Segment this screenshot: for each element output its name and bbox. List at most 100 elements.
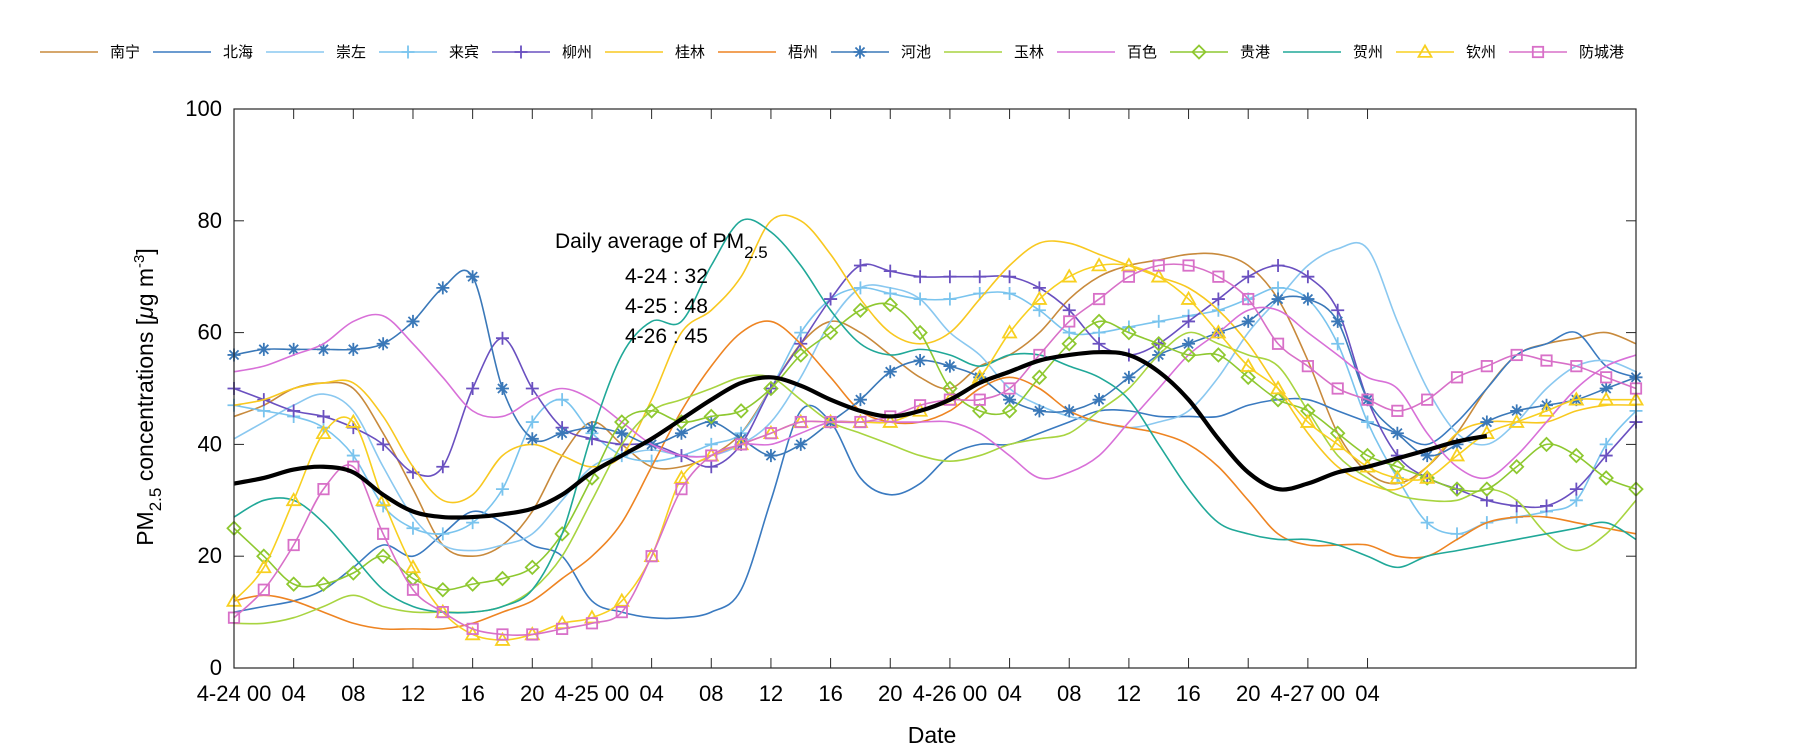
series-5-group	[233, 214, 1637, 504]
x-tick-label-15: 12	[1117, 681, 1141, 706]
plot-frame	[233, 108, 1637, 669]
x-tick-label-7: 04	[639, 681, 663, 706]
series-12-point-43	[1508, 413, 1525, 428]
series-7-point-12	[585, 421, 599, 435]
series-13-point-29	[1092, 292, 1106, 306]
series-10-point-36	[1300, 403, 1316, 419]
series-7-point-46	[1599, 382, 1613, 395]
series-10-point-38	[1359, 447, 1376, 464]
series-10-point-46	[1598, 470, 1614, 486]
x-axis-title: Date	[908, 722, 957, 748]
legend-item-1: 北海	[153, 43, 253, 61]
series-7-point-2	[287, 342, 301, 356]
series-12-point-28	[1061, 268, 1078, 283]
series-12-point-32	[1180, 290, 1197, 305]
series-4-point-29	[1092, 337, 1106, 351]
series-13-point-30	[1122, 270, 1135, 283]
legend-item-10: 贵港	[1170, 43, 1270, 61]
series-4-point-24	[943, 270, 957, 284]
series-13-point-7	[436, 606, 449, 619]
series-7-point-28	[1062, 404, 1076, 418]
series-4-point-44	[1540, 499, 1554, 513]
legend-label-0: 南宁	[110, 43, 140, 61]
series-12-point-3	[315, 424, 332, 439]
series-7-point-32	[1182, 337, 1196, 351]
series-13-point-3	[317, 483, 330, 496]
series-4-point-8	[466, 382, 480, 395]
series-12-point-5	[375, 491, 392, 507]
series-10-point-5	[375, 548, 391, 564]
series-3-point-1	[257, 404, 271, 418]
series-13-point-26	[1003, 382, 1016, 395]
x-tick-label-18: 4-27 00	[1271, 681, 1346, 706]
series-4-point-16	[704, 460, 718, 474]
legend: 南宁 北海 崇左 来宾 柳州 桂林 梧州 河池 玉林 百色 贵港 贺州 钦州 防城港	[40, 43, 1624, 61]
series-7-point-3	[316, 342, 330, 356]
series-10-point-1	[256, 548, 272, 564]
series-10-point-16	[703, 408, 720, 425]
series-10-point-4	[345, 565, 362, 581]
series-10-point-10	[524, 559, 541, 576]
series-10-point-21	[852, 302, 869, 319]
legend-item-9: 百色	[1057, 43, 1157, 61]
series-7-point-37	[1331, 314, 1345, 328]
series-13-point-35	[1271, 337, 1285, 350]
legend-item-4: 柳州	[492, 43, 592, 61]
series-3-point-7	[436, 527, 450, 541]
legend-marker-12	[1416, 43, 1434, 58]
legend-item-3: 来宾	[379, 43, 479, 61]
x-tick-label-0: 4-24 00	[197, 681, 272, 706]
series-4-point-35	[1271, 259, 1285, 273]
x-tick-label-9: 12	[759, 681, 783, 706]
series-7-point-10	[525, 432, 539, 446]
series-10-point-14	[643, 403, 660, 419]
series-10-point-39	[1389, 458, 1406, 475]
series-7-point-42	[1480, 415, 1494, 429]
series-10-point-44	[1538, 436, 1555, 453]
series-13-point-14	[645, 550, 658, 563]
series-4-point-37	[1331, 303, 1345, 317]
series-11-line	[233, 218, 1637, 614]
series-12-point-26	[1001, 324, 1018, 339]
legend-item-2: 崇左	[266, 43, 366, 61]
legend-marker-3	[401, 45, 415, 59]
series-13-point-33	[1212, 270, 1225, 283]
series-3-point-24	[943, 292, 957, 306]
series-10-point-34	[1240, 369, 1256, 386]
series-7-point-24	[943, 359, 957, 373]
legend-label-11: 贺州	[1353, 43, 1383, 61]
y-axis-title: PM2.5 concentrations [μg m-3]	[131, 248, 165, 546]
series-10-point-28	[1061, 336, 1078, 352]
series-3-point-41	[1450, 527, 1464, 541]
series-12-point-29	[1091, 257, 1108, 272]
x-tick-label-1: 04	[281, 681, 305, 706]
series-13-point-45	[1570, 360, 1583, 373]
series-3-line	[233, 286, 1637, 535]
series-7-point-18	[764, 449, 778, 463]
annotation-line-0424: 4-24 : 32	[625, 265, 708, 288]
series-4-point-32	[1182, 314, 1196, 328]
series-10-point-11	[554, 526, 570, 542]
series-7-point-7	[436, 281, 450, 295]
series-13-point-34	[1242, 292, 1255, 306]
series-13-group	[227, 259, 1643, 641]
series-13-point-40	[1421, 393, 1434, 406]
series-9-line	[233, 306, 1637, 480]
x-tick-label-5: 20	[520, 681, 544, 706]
series-3-point-40	[1420, 516, 1434, 530]
series-13-point-16	[705, 449, 718, 462]
x-tick-label-2: 08	[341, 681, 365, 706]
series-9-group	[233, 306, 1637, 480]
series-13-point-5	[377, 527, 390, 540]
series-4-point-2	[287, 404, 301, 418]
series-7-point-11	[555, 426, 569, 440]
x-tick-label-11: 20	[878, 681, 902, 706]
series-13-point-6	[406, 583, 420, 596]
series-10-point-25	[971, 403, 988, 419]
series-10-point-22	[882, 296, 899, 313]
series-7-point-21	[853, 393, 867, 407]
series-7-point-23	[913, 354, 927, 368]
axes: 0 20 40 60 80 100 4-24 00 04 08 12 16 20 4-25 00 04 08…	[185, 96, 1637, 706]
series-13-point-21	[854, 415, 867, 429]
